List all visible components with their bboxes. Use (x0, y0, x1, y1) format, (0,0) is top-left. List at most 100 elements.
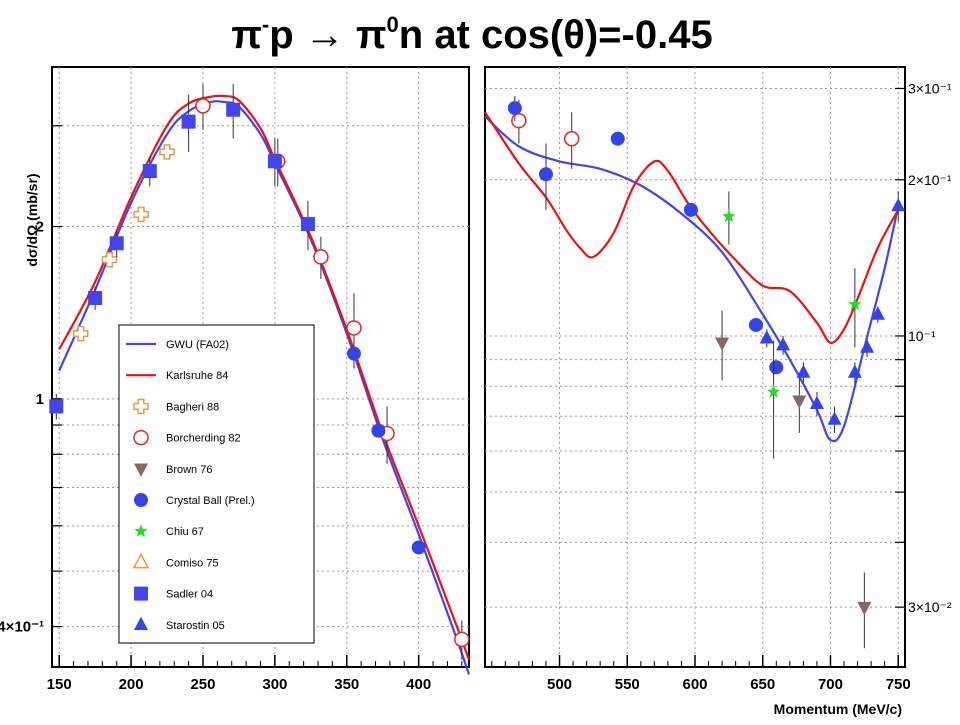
left-point-1-0 (195, 98, 211, 114)
left-point-6-7 (300, 217, 315, 232)
right-point-0-1-shape (563, 130, 580, 147)
right-point-2-3-shape (683, 202, 698, 217)
right-point-4-6-shape (860, 339, 875, 353)
left-point-1-0-shape (195, 98, 211, 114)
left-point-1-5-shape (454, 631, 470, 648)
legend-label-7: Comiso 75 (166, 557, 219, 569)
right-ytick-label-3: 3×10⁻² (908, 599, 952, 615)
left-points (49, 83, 470, 660)
left-point-6-4-shape (181, 114, 196, 129)
left-point-6-3 (142, 164, 157, 179)
legend-marker-8 (134, 586, 148, 601)
right-point-4-5-shape (847, 364, 862, 378)
right-point-4-5 (847, 364, 862, 378)
left-point-6-0 (49, 399, 64, 414)
right-ytick-label-0: 3×10⁻¹ (908, 80, 952, 96)
right-point-2-1-shape (538, 167, 553, 182)
left-point-0-1 (101, 251, 118, 268)
right-point-2-4-shape (748, 317, 763, 332)
right-point-0-0 (511, 112, 527, 129)
left-point-6-3-shape (142, 164, 157, 179)
legend-marker-4-shape (134, 463, 148, 477)
right-xtick-label-5: 750 (886, 676, 911, 693)
left-point-0-0-shape (73, 325, 89, 342)
right-ytick-label-1: 2×10⁻¹ (908, 172, 952, 188)
right-point-1-1-shape (792, 395, 807, 409)
left-panel: 150 200 250 300 350 400 2 1 4×10⁻¹ dσ/dΩ (mb/sr)… (0, 66, 471, 693)
right-point-2-3 (683, 202, 698, 217)
right-point-4-2 (796, 364, 811, 378)
left-xtick-label-4: 350 (334, 676, 359, 693)
right-point-1-0-shape (715, 337, 730, 351)
right-point-2-2-shape (610, 131, 625, 146)
legend-marker-6 (134, 524, 148, 537)
left-point-6-1-shape (88, 291, 103, 306)
legend-items: GWU (FA02) Karlsruhe 84 Bagheri 88 Borcherd… (126, 339, 255, 632)
left-ytick-label-2: 4×10⁻¹ (0, 619, 44, 636)
right-point-4-2-shape (796, 364, 811, 378)
left-point-6-0-shape (49, 399, 64, 414)
left-point-1-2-shape (313, 249, 329, 265)
right-grid (485, 67, 905, 667)
right-point-4-4 (827, 411, 842, 425)
left-point-0-3 (159, 144, 175, 160)
legend-label-0: GWU (FA02) (166, 339, 229, 351)
right-point-2-2 (610, 131, 625, 146)
right-point-3-1 (766, 384, 781, 398)
right-point-1-2 (857, 601, 872, 616)
left-point-0-1-shape (101, 251, 118, 268)
right-xtick-label-2: 600 (682, 676, 707, 693)
left-xtick-label-5: 400 (406, 676, 431, 693)
left-point-0-0 (73, 325, 89, 342)
legend-marker-5-shape (134, 493, 148, 507)
left-xtick-label-1: 200 (119, 676, 144, 693)
left-point-3-2 (411, 540, 426, 555)
legend: GWU (FA02) Karlsruhe 84 Bagheri 88 Borcherd… (118, 324, 315, 644)
right-curve-0 (484, 115, 900, 443)
left-point-6-1 (88, 291, 103, 306)
right-point-4-0 (759, 330, 774, 344)
left-ticks: 150 200 250 300 350 400 2 1 4×10⁻¹ (0, 125, 463, 693)
left-ytick-label-1: 1 (36, 391, 44, 408)
right-point-2-0-shape (507, 101, 522, 116)
legend-box (118, 324, 315, 644)
left-point-6-5-shape (226, 102, 241, 117)
right-point-2-4 (748, 317, 763, 332)
left-point-0-2-shape (133, 206, 149, 223)
legend-label-1: Karlsruhe 84 (166, 370, 228, 382)
left-point-1-2 (313, 249, 329, 265)
right-point-4-8-shape (891, 198, 906, 212)
right-point-2-1 (538, 167, 553, 182)
legend-label-2: Bagheri 88 (166, 401, 219, 413)
legend-marker-8-shape (134, 586, 148, 601)
right-point-3-2-shape (848, 297, 862, 311)
right-point-4-1-shape (776, 337, 791, 351)
right-points (507, 96, 906, 649)
legend-label-3: Borcherding 82 (166, 433, 241, 445)
left-point-6-2-shape (109, 236, 124, 251)
right-point-1-1 (792, 395, 807, 409)
right-ytick-label-2: 10⁻¹ (908, 328, 936, 344)
right-point-4-7 (870, 306, 885, 320)
right-point-4-8 (891, 198, 906, 212)
right-point-3-0-shape (722, 209, 736, 223)
right-point-4-0-shape (759, 330, 774, 344)
left-point-3-2-shape (411, 540, 426, 555)
left-point-1-3 (346, 320, 362, 336)
title-rest: n at cos(θ)=-0.45 (399, 13, 713, 57)
legend-marker-5 (134, 493, 148, 507)
legend-marker-9 (134, 616, 148, 631)
left-point-6-2 (109, 236, 124, 251)
right-point-4-1 (776, 337, 791, 351)
legend-marker-4 (134, 463, 148, 477)
title-pi: π (231, 13, 262, 57)
right-point-0-0-shape (511, 112, 527, 129)
left-ytick-label-0: 2 (36, 219, 44, 236)
title-p: p (269, 13, 305, 57)
legend-marker-3-shape (133, 429, 149, 446)
left-point-3-0-shape (346, 346, 361, 361)
title-pi2: π (345, 13, 387, 57)
right-point-2-5 (769, 360, 784, 375)
right-point-4-4-shape (827, 411, 842, 425)
